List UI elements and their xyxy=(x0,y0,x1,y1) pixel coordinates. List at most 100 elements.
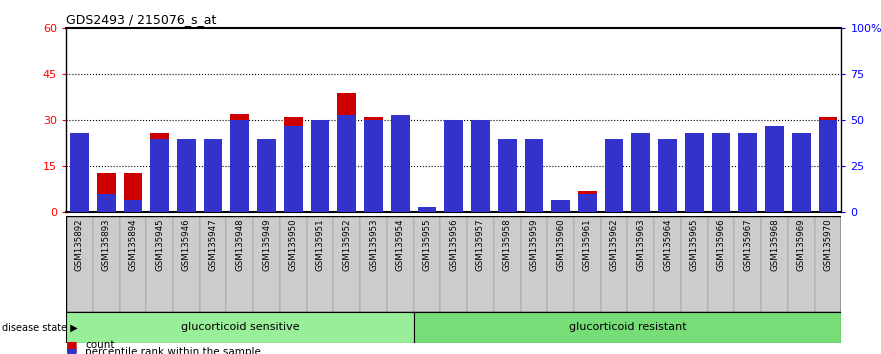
Text: GSM135967: GSM135967 xyxy=(744,219,752,272)
Bar xyxy=(257,160,276,212)
Bar xyxy=(761,216,788,312)
Bar xyxy=(387,216,413,312)
Text: GSM135955: GSM135955 xyxy=(423,219,432,272)
Bar xyxy=(735,216,761,312)
Bar xyxy=(766,130,784,212)
Bar xyxy=(444,124,463,212)
Bar xyxy=(231,114,249,212)
Bar xyxy=(788,216,815,312)
Text: GSM135951: GSM135951 xyxy=(315,219,324,272)
Bar xyxy=(440,216,467,312)
Bar xyxy=(70,136,89,212)
Bar xyxy=(738,145,757,212)
Text: GSM135893: GSM135893 xyxy=(101,219,111,272)
Bar xyxy=(123,172,142,212)
Text: GSM135963: GSM135963 xyxy=(636,219,646,272)
Text: GSM135969: GSM135969 xyxy=(796,219,806,271)
Bar xyxy=(524,139,544,212)
Text: ■: ■ xyxy=(66,346,78,354)
Bar xyxy=(792,133,811,212)
Bar xyxy=(418,209,436,212)
Bar xyxy=(146,216,173,312)
Bar xyxy=(418,207,436,212)
Bar xyxy=(712,145,730,212)
Bar xyxy=(123,200,142,212)
Bar xyxy=(93,216,120,312)
Bar xyxy=(173,216,200,312)
Text: GSM135964: GSM135964 xyxy=(663,219,672,272)
Text: GSM135950: GSM135950 xyxy=(289,219,298,272)
Text: disease state ▶: disease state ▶ xyxy=(2,322,78,332)
Bar xyxy=(66,312,413,343)
Bar xyxy=(284,117,303,212)
Bar xyxy=(284,126,303,212)
Bar xyxy=(685,133,704,212)
Bar xyxy=(333,216,360,312)
Text: GSM135958: GSM135958 xyxy=(503,219,512,272)
Bar xyxy=(604,139,624,212)
Bar xyxy=(97,172,115,212)
Bar xyxy=(815,216,841,312)
Bar xyxy=(578,194,596,212)
Bar xyxy=(307,216,333,312)
Bar xyxy=(547,216,574,312)
Bar xyxy=(655,216,681,312)
Bar xyxy=(601,216,627,312)
Bar xyxy=(337,115,356,212)
Bar xyxy=(151,139,169,212)
Text: GSM135892: GSM135892 xyxy=(75,219,84,272)
Bar xyxy=(364,120,383,212)
Text: ■: ■ xyxy=(66,339,78,352)
Bar xyxy=(685,157,704,212)
Text: GSM135956: GSM135956 xyxy=(449,219,458,272)
Bar xyxy=(658,188,677,212)
Bar xyxy=(494,216,521,312)
Bar xyxy=(578,191,596,212)
Text: GSM135946: GSM135946 xyxy=(181,219,191,272)
Bar xyxy=(658,139,677,212)
Bar xyxy=(337,93,356,212)
Bar xyxy=(818,117,837,212)
Bar xyxy=(471,120,490,212)
Text: GSM135961: GSM135961 xyxy=(583,219,592,272)
Bar xyxy=(391,117,410,212)
Text: GSM135966: GSM135966 xyxy=(716,219,726,272)
Bar xyxy=(311,163,329,212)
Text: GSM135945: GSM135945 xyxy=(155,219,164,272)
Bar xyxy=(738,133,757,212)
Bar xyxy=(177,148,196,212)
Bar xyxy=(70,133,89,212)
Bar xyxy=(818,120,837,212)
Bar xyxy=(311,120,329,212)
Bar xyxy=(681,216,707,312)
Bar xyxy=(97,194,115,212)
Bar xyxy=(200,216,226,312)
Text: GSM135965: GSM135965 xyxy=(690,219,699,272)
Bar xyxy=(257,139,276,212)
Bar xyxy=(632,151,650,212)
Bar xyxy=(498,139,516,212)
Bar xyxy=(627,216,655,312)
Text: GSM135968: GSM135968 xyxy=(770,219,779,272)
Bar xyxy=(120,216,146,312)
Bar xyxy=(632,133,650,212)
Bar xyxy=(360,216,387,312)
Text: GSM135894: GSM135894 xyxy=(129,219,137,272)
Text: glucorticoid resistant: glucorticoid resistant xyxy=(568,322,686,332)
Text: GSM135960: GSM135960 xyxy=(556,219,565,272)
Text: GSM135952: GSM135952 xyxy=(343,219,352,272)
Bar xyxy=(552,206,570,212)
Bar xyxy=(151,133,169,212)
Bar xyxy=(364,117,383,212)
Bar xyxy=(280,216,307,312)
Text: percentile rank within the sample: percentile rank within the sample xyxy=(85,347,262,354)
Bar xyxy=(226,216,253,312)
Text: count: count xyxy=(85,340,115,350)
Text: GSM135957: GSM135957 xyxy=(476,219,485,272)
Bar xyxy=(521,216,547,312)
Bar xyxy=(498,172,516,212)
Text: GSM135962: GSM135962 xyxy=(610,219,618,272)
Bar xyxy=(413,312,841,343)
Bar xyxy=(766,126,784,212)
Text: GSM135948: GSM135948 xyxy=(235,219,244,272)
